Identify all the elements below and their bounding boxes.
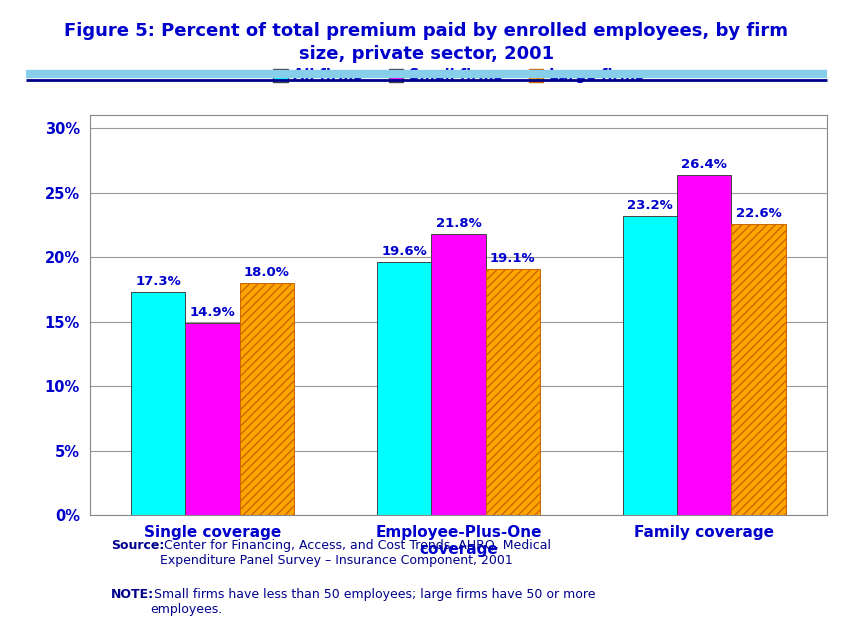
Text: Center for Financing, Access, and Cost Trends, AHRQ, Medical
Expenditure Panel S: Center for Financing, Access, and Cost T… (160, 539, 550, 567)
Text: 17.3%: 17.3% (135, 275, 181, 288)
Text: NOTE:: NOTE: (111, 588, 154, 600)
Bar (676, 175, 731, 515)
Text: 18.0%: 18.0% (244, 266, 289, 279)
Text: 22.6%: 22.6% (734, 207, 780, 220)
Text: 26.4%: 26.4% (681, 157, 727, 171)
Bar (731, 223, 785, 515)
Text: 19.1%: 19.1% (489, 252, 535, 265)
Text: size, private sector, 2001: size, private sector, 2001 (298, 45, 554, 63)
Bar (185, 323, 239, 515)
Text: 19.6%: 19.6% (381, 245, 427, 259)
Bar (431, 234, 485, 515)
Text: Source:: Source: (111, 539, 164, 552)
Bar (485, 269, 539, 515)
Text: Small firms have less than 50 employees; large firms have 50 or more
employees.: Small firms have less than 50 employees;… (150, 588, 595, 616)
Text: Figure 5: Percent of total premium paid by enrolled employees, by firm: Figure 5: Percent of total premium paid … (65, 22, 787, 40)
Bar (623, 216, 676, 515)
Text: 21.8%: 21.8% (435, 217, 481, 230)
Legend: All firms, Small firms, Large firms: All firms, Small firms, Large firms (273, 68, 643, 83)
Bar (131, 292, 185, 515)
Text: 14.9%: 14.9% (189, 306, 235, 319)
Text: 23.2%: 23.2% (627, 199, 672, 212)
Bar (377, 262, 431, 515)
Bar (239, 283, 293, 515)
